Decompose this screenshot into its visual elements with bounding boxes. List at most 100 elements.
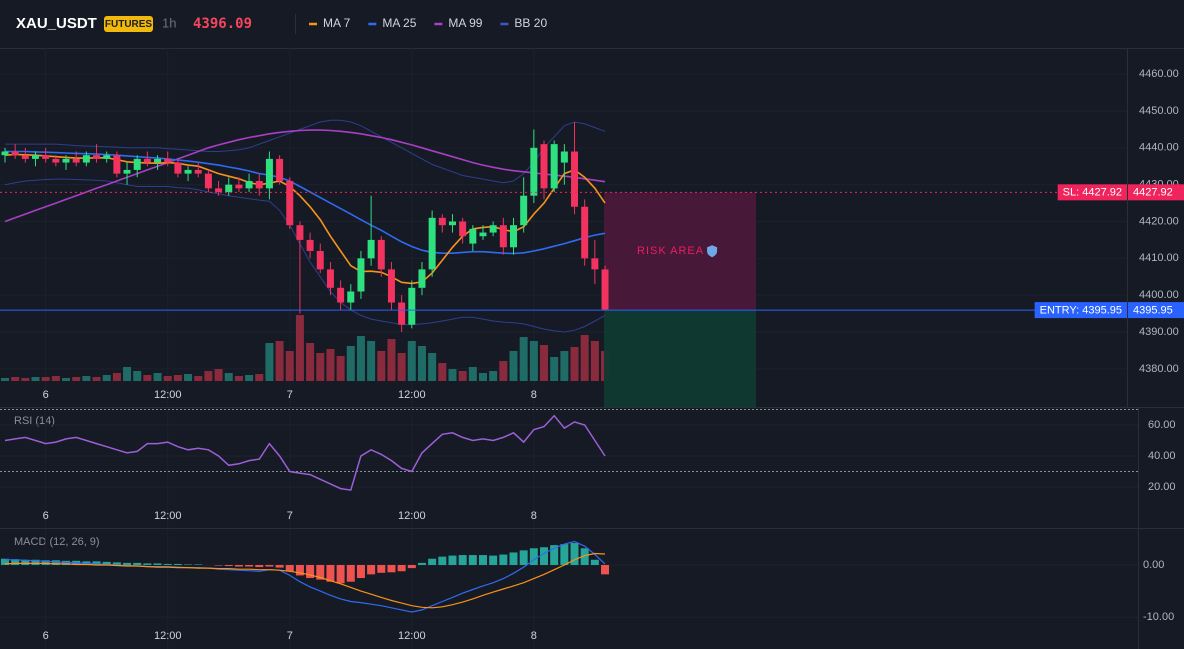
candle-body — [377, 239, 385, 270]
candle-body — [245, 180, 253, 189]
histogram-bar — [102, 561, 111, 565]
axis-price: 4427.92 — [1133, 187, 1173, 199]
histogram-bar — [417, 562, 426, 565]
y-tick-label: 20.00 — [1148, 481, 1176, 493]
volume-bar — [123, 367, 132, 381]
histogram-bar — [316, 564, 325, 580]
volume-bar — [468, 367, 477, 381]
x-tick-label: 12:00 — [398, 389, 426, 401]
histogram-bar — [295, 564, 304, 576]
histogram-bar — [560, 544, 569, 565]
badge-text: FUTURES — [105, 19, 153, 30]
volume-bar — [326, 349, 335, 381]
x-tick-label: 8 — [531, 630, 537, 642]
volume-bar — [529, 341, 538, 381]
histogram-bar — [163, 563, 172, 565]
volume-bar — [92, 377, 101, 381]
candle-body — [72, 158, 80, 163]
histogram-bar — [570, 543, 579, 565]
histogram-bar — [356, 564, 365, 579]
volume-bar — [1, 378, 9, 381]
candle-body — [113, 155, 121, 174]
histogram-bar — [387, 564, 396, 573]
histogram-bar — [580, 548, 589, 565]
volume-bar — [519, 337, 528, 381]
shield-icon — [707, 245, 718, 258]
candle-body — [571, 151, 579, 207]
axis-price-box — [1128, 302, 1184, 319]
candle-body — [42, 155, 50, 159]
histogram-bar — [468, 555, 477, 565]
candle-body — [438, 217, 446, 226]
histogram-bar — [550, 545, 559, 565]
volume-bar — [356, 336, 365, 381]
volume-bar — [509, 351, 518, 381]
histogram-bar — [367, 564, 376, 575]
histogram-bar — [509, 552, 518, 565]
interval: 1h — [162, 15, 176, 30]
candle-body — [316, 250, 324, 270]
x-tick-label: 12:00 — [398, 630, 426, 642]
x-tick-label: 6 — [43, 389, 49, 401]
candle-body — [265, 158, 273, 189]
histogram-bar — [1, 558, 9, 565]
candle-body — [11, 151, 19, 156]
volume-bar — [41, 377, 50, 381]
candle-body — [93, 155, 101, 159]
candle-body — [448, 221, 456, 226]
volume-bar — [255, 374, 264, 381]
candle-body — [499, 225, 507, 248]
histogram-bar — [21, 559, 30, 565]
volume-bar — [214, 369, 223, 381]
histogram-bar — [438, 556, 447, 565]
zone-label: RISK AREA — [637, 245, 704, 257]
histogram-bar — [173, 563, 182, 565]
candle-body — [225, 184, 233, 193]
candle-body — [428, 217, 436, 270]
level-label: ENTRY: 4395.95 — [1040, 304, 1122, 316]
volume-bar — [570, 347, 579, 381]
candle-body — [357, 258, 365, 292]
histogram-bar — [123, 562, 132, 565]
volume-bar — [336, 356, 345, 381]
rsi-line — [4, 414, 606, 491]
candle-body — [194, 169, 202, 174]
histogram-bar — [265, 564, 274, 567]
histogram-bar — [194, 564, 203, 565]
candle-body — [520, 195, 528, 226]
histogram-bar — [428, 558, 437, 565]
volume-bar — [590, 341, 599, 381]
y-tick-label: 4410.00 — [1139, 252, 1179, 264]
y-tick-label: 4390.00 — [1139, 326, 1179, 338]
volume-bar — [102, 375, 111, 381]
volume-bar — [21, 378, 30, 381]
histogram-bar — [519, 550, 528, 565]
volume-bar — [560, 351, 569, 381]
candle-body — [387, 269, 395, 303]
histogram-bar — [245, 564, 254, 567]
macd-line — [4, 552, 606, 609]
candle-body — [418, 269, 426, 288]
level-label-box — [1034, 302, 1127, 319]
histogram-bar — [346, 564, 355, 582]
histogram-bar — [601, 564, 610, 575]
candle-body — [235, 184, 243, 189]
candle-body — [408, 287, 416, 325]
histogram-bar — [377, 564, 386, 573]
volume-bar — [316, 353, 325, 381]
candle-body — [560, 151, 568, 163]
histogram-bar — [31, 559, 40, 565]
candle-body — [215, 188, 223, 193]
candle-body — [204, 173, 212, 189]
volume-bar — [163, 376, 172, 381]
risk-zone — [604, 192, 756, 311]
y-tick-label: 4460.00 — [1139, 68, 1179, 80]
candle-body — [82, 155, 90, 163]
candle-body — [123, 169, 131, 174]
histogram-bar — [285, 564, 294, 572]
candle-body — [398, 302, 406, 325]
panel-title: MACD (12, 26, 9) — [14, 536, 100, 548]
candle-body — [143, 158, 151, 163]
candle-body — [1, 151, 9, 156]
